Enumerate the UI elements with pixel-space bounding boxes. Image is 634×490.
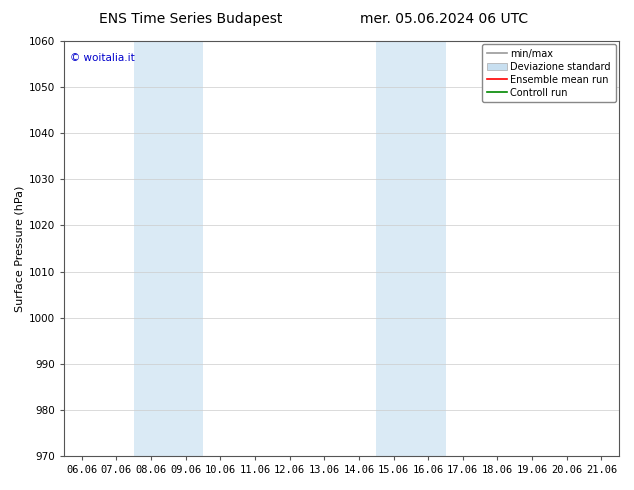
Bar bbox=[376, 41, 446, 456]
Y-axis label: Surface Pressure (hPa): Surface Pressure (hPa) bbox=[15, 185, 25, 312]
Bar bbox=[134, 41, 203, 456]
Text: ENS Time Series Budapest: ENS Time Series Budapest bbox=[98, 12, 282, 26]
Text: mer. 05.06.2024 06 UTC: mer. 05.06.2024 06 UTC bbox=[359, 12, 528, 26]
Legend: min/max, Deviazione standard, Ensemble mean run, Controll run: min/max, Deviazione standard, Ensemble m… bbox=[482, 44, 616, 102]
Text: © woitalia.it: © woitalia.it bbox=[70, 53, 135, 64]
